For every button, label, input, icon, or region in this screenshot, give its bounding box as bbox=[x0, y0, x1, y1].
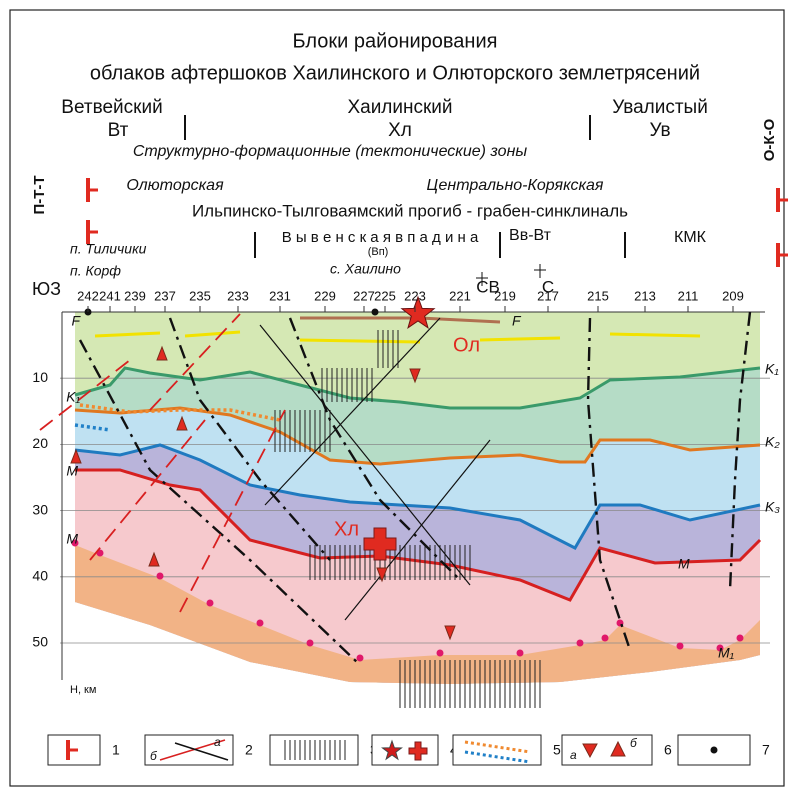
horizon-label: M bbox=[66, 463, 78, 479]
depth-tick-label: 40 bbox=[32, 568, 48, 584]
station-label: 223 bbox=[404, 288, 426, 303]
depth-axis-label: Н, км bbox=[70, 684, 96, 696]
station-label: 227 bbox=[353, 288, 375, 303]
side-label: О-К-О bbox=[761, 118, 778, 161]
moho-dot bbox=[602, 635, 609, 642]
station-label: 225 bbox=[374, 288, 396, 303]
moho-dot bbox=[207, 600, 214, 607]
zones-caption: Структурно-формационные (тектонические) … bbox=[133, 143, 528, 160]
settlement: п. Корф bbox=[70, 263, 121, 279]
moho-dot bbox=[677, 643, 684, 650]
legend-number: 1 bbox=[112, 742, 120, 758]
station-label: 221 bbox=[449, 288, 471, 303]
structure: В ы в е н с к а я в п а д и н а bbox=[282, 229, 479, 246]
section-diagram: 10 20 30 40 50 242241239 237 235 233 231 229 227225… bbox=[0, 0, 791, 793]
station-label: 229 bbox=[314, 288, 336, 303]
depth-tick-label: 50 bbox=[32, 634, 48, 650]
zone: Центрально-Корякская bbox=[427, 177, 604, 194]
horizon-label: K₃ bbox=[765, 499, 780, 515]
settlement: п. Тиличики bbox=[70, 241, 147, 257]
block-name: Увалистый bbox=[612, 97, 708, 118]
horizon-label: F bbox=[512, 313, 522, 329]
station-label: 235 bbox=[189, 288, 211, 303]
structure: КМК bbox=[674, 229, 707, 246]
title-line: облаков афтершоков Хаилинского и Олюторс… bbox=[90, 62, 700, 84]
station-label: 231 bbox=[269, 288, 291, 303]
moho-dot bbox=[307, 640, 314, 647]
moho-dot bbox=[357, 655, 364, 662]
legend-number: 2 bbox=[245, 742, 253, 758]
structure: Вв-Вт bbox=[509, 227, 552, 244]
direction: ЮЗ bbox=[32, 279, 61, 299]
horizon-label: K₂ bbox=[765, 434, 780, 450]
zone: Олюторская bbox=[126, 177, 224, 194]
block-name: Хаилинский bbox=[347, 97, 452, 118]
block-abbr: Вт bbox=[108, 120, 129, 141]
depth-tick-label: 30 bbox=[32, 501, 48, 517]
structure: (Вп) bbox=[368, 246, 389, 258]
title-line: Блоки районирования bbox=[293, 30, 498, 52]
horizon-label: M bbox=[66, 531, 78, 547]
horizon-label: M₁ bbox=[718, 645, 735, 661]
depth-tick-label: 20 bbox=[32, 435, 48, 451]
horizon-line bbox=[480, 338, 560, 340]
horizon-line bbox=[300, 340, 420, 342]
block-abbr: Хл bbox=[388, 120, 412, 141]
source-label: Хл bbox=[334, 518, 359, 540]
block-abbr: Ув bbox=[649, 120, 670, 141]
moho-dot bbox=[737, 635, 744, 642]
station-label: 209 bbox=[722, 288, 744, 303]
station-dot bbox=[372, 309, 379, 316]
legend-box bbox=[372, 735, 438, 765]
side-label: П-Т-Т bbox=[31, 175, 48, 214]
station-label: 241 bbox=[99, 288, 121, 303]
station-label: 215 bbox=[587, 288, 609, 303]
station-label: 237 bbox=[154, 288, 176, 303]
moho-dot bbox=[517, 650, 524, 657]
block-name: Ветвейский bbox=[61, 97, 162, 118]
station-label: 233 bbox=[227, 288, 249, 303]
settlement: с. Хаилино bbox=[330, 261, 401, 277]
legend-symbol bbox=[711, 747, 718, 754]
legend-number: 5 bbox=[553, 742, 561, 758]
station-label: 239 bbox=[124, 288, 146, 303]
direction: СВ bbox=[476, 277, 500, 296]
legend-box bbox=[453, 735, 541, 765]
direction: С bbox=[542, 277, 554, 296]
moho-dot bbox=[577, 640, 584, 647]
station-label: 211 bbox=[678, 288, 699, 303]
legend-letter: а bbox=[570, 748, 577, 762]
station-label: 213 bbox=[634, 288, 656, 303]
horizon-label: F bbox=[71, 313, 81, 329]
structure: Ильпинско-Тылговаямский прогиб - грабен-… bbox=[192, 201, 628, 220]
moho-dot bbox=[157, 573, 164, 580]
legend-letter: а bbox=[214, 735, 221, 749]
horizon-label: K₁ bbox=[765, 361, 779, 377]
depth-tick-label: 10 bbox=[32, 369, 48, 385]
moho-dot bbox=[257, 620, 264, 627]
horizon-label: K₁ bbox=[66, 389, 80, 405]
moho-dot bbox=[437, 650, 444, 657]
legend-number: 6 bbox=[664, 742, 672, 758]
horizon-label: M bbox=[678, 556, 690, 572]
station-label: 242 bbox=[77, 288, 99, 303]
legend-number: 7 bbox=[762, 742, 770, 758]
horizon-line bbox=[610, 334, 700, 336]
source-label: Ол bbox=[453, 334, 480, 356]
